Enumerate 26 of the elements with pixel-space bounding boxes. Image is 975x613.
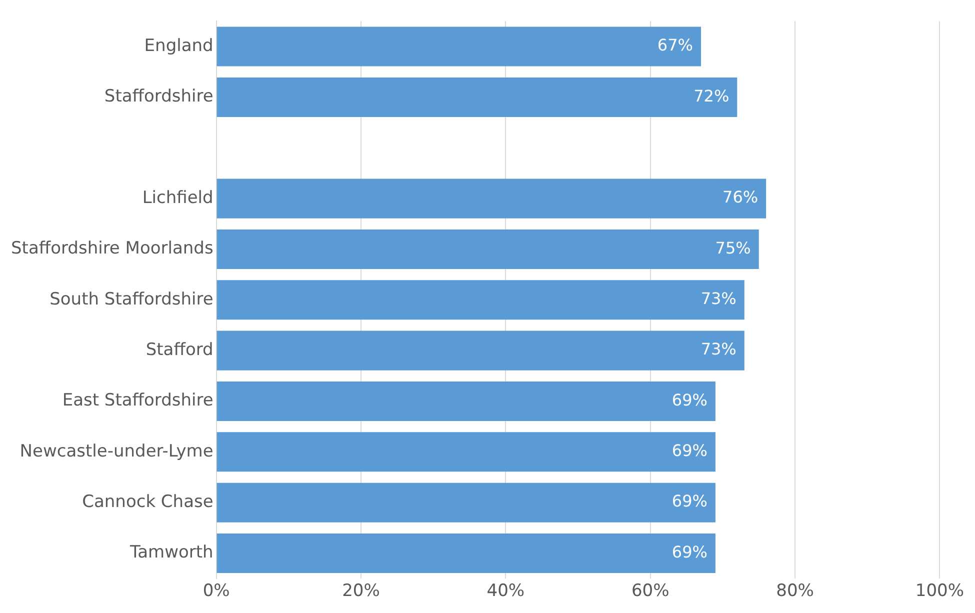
y-tick-label: Staffordshire Moorlands bbox=[10, 238, 214, 259]
y-tick-label: England bbox=[144, 36, 214, 56]
y-tick-label: Tamworth bbox=[129, 542, 214, 563]
x-tick-label: 100% bbox=[915, 581, 964, 602]
y-tick-label: Lichfield bbox=[142, 188, 214, 208]
y-tick-label: Cannock Chase bbox=[82, 492, 214, 512]
x-tick-label: 40% bbox=[486, 581, 525, 602]
data-label: 76% bbox=[722, 188, 758, 207]
data-label: 69% bbox=[672, 492, 708, 511]
x-tick-label: 60% bbox=[631, 581, 670, 602]
data-label: 72% bbox=[694, 86, 730, 106]
x-tick-label: 0% bbox=[202, 581, 230, 602]
y-tick-label: Newcastle-under-Lyme bbox=[20, 441, 214, 462]
x-tick-label: 20% bbox=[342, 581, 380, 602]
data-label: 73% bbox=[700, 289, 736, 308]
x-tick-label: 80% bbox=[776, 581, 814, 602]
y-tick-label: Staffordshire bbox=[104, 86, 214, 107]
data-label: 67% bbox=[657, 36, 693, 55]
data-label: 69% bbox=[672, 542, 708, 562]
y-tick-label: Stafford bbox=[146, 340, 214, 360]
data-label: 69% bbox=[672, 390, 708, 410]
data-label: 75% bbox=[715, 238, 751, 258]
data-label: 69% bbox=[672, 441, 708, 460]
data-label: 73% bbox=[700, 340, 736, 359]
y-tick-label: East Staffordshire bbox=[62, 390, 214, 411]
y-tick-label: South Staffordshire bbox=[50, 289, 214, 310]
